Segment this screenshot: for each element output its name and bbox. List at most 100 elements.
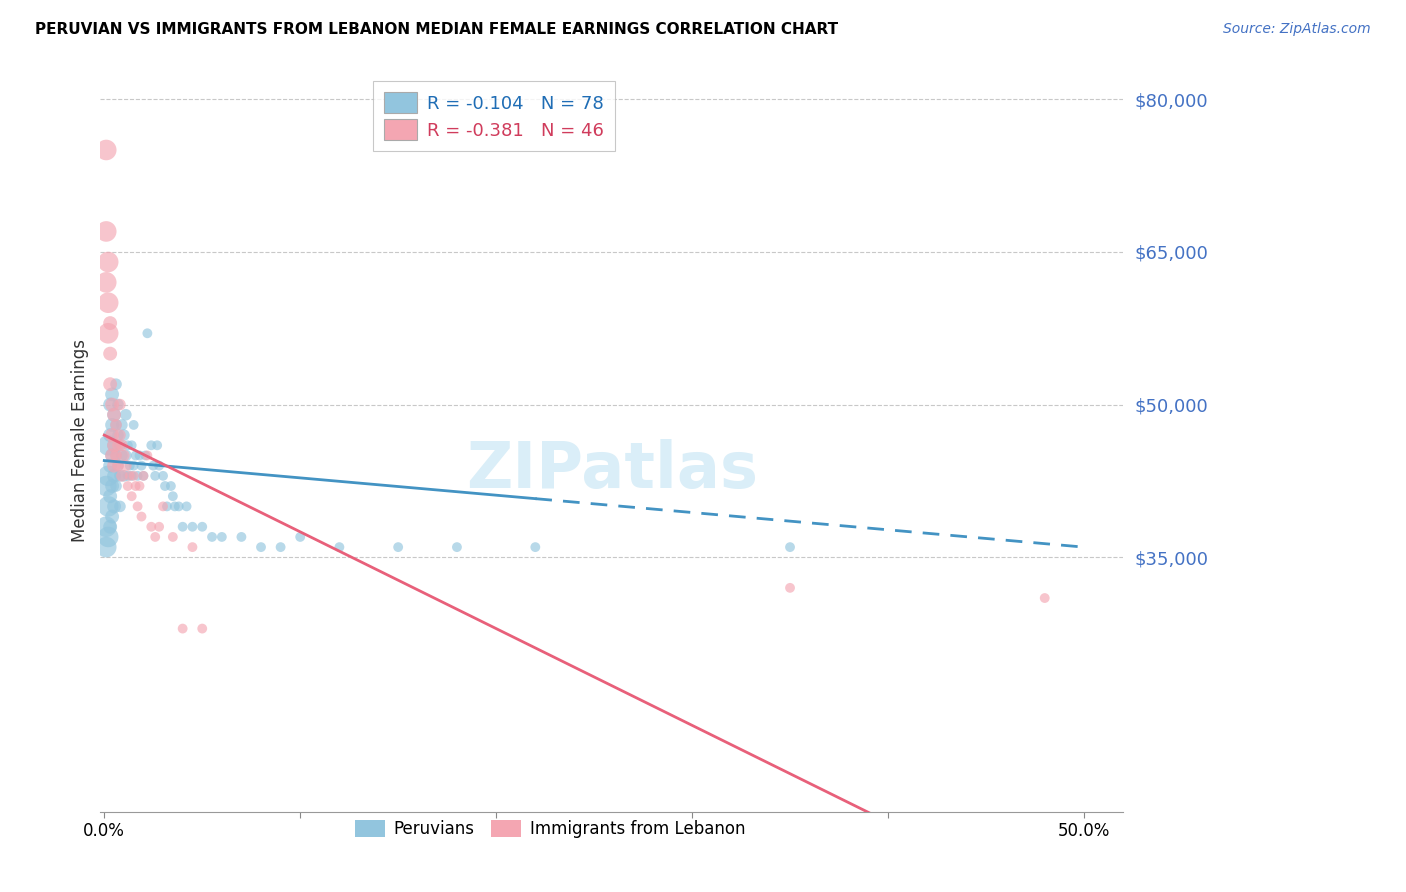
Point	[250, 540, 273, 554]
Point	[172, 520, 194, 534]
Point	[114, 449, 136, 463]
Point	[181, 520, 204, 534]
Point	[142, 458, 165, 473]
Point	[103, 408, 125, 422]
Point	[136, 326, 159, 341]
Point	[98, 316, 121, 330]
Point	[108, 398, 131, 412]
Point	[96, 276, 118, 290]
Point	[1033, 591, 1056, 605]
Point	[328, 540, 350, 554]
Legend: Peruvians, Immigrants from Lebanon: Peruvians, Immigrants from Lebanon	[349, 813, 752, 845]
Point	[105, 377, 128, 392]
Point	[107, 458, 129, 473]
Point	[172, 622, 194, 636]
Point	[114, 408, 136, 422]
Point	[231, 530, 253, 544]
Text: ZIPatlas: ZIPatlas	[465, 439, 758, 501]
Point	[97, 500, 120, 514]
Point	[156, 500, 179, 514]
Point	[107, 428, 129, 442]
Point	[148, 520, 170, 534]
Point	[105, 417, 128, 432]
Point	[160, 479, 183, 493]
Point	[128, 479, 150, 493]
Point	[779, 581, 801, 595]
Point	[121, 489, 143, 503]
Point	[121, 438, 143, 452]
Point	[127, 500, 149, 514]
Point	[162, 530, 184, 544]
Point	[131, 458, 153, 473]
Point	[101, 449, 124, 463]
Point	[191, 622, 214, 636]
Point	[779, 540, 801, 554]
Point	[124, 449, 146, 463]
Text: PERUVIAN VS IMMIGRANTS FROM LEBANON MEDIAN FEMALE EARNINGS CORRELATION CHART: PERUVIAN VS IMMIGRANTS FROM LEBANON MEDI…	[35, 22, 838, 37]
Point	[101, 428, 124, 442]
Point	[122, 458, 145, 473]
Point	[131, 509, 153, 524]
Point	[107, 398, 129, 412]
Point	[153, 479, 176, 493]
Point	[101, 417, 124, 432]
Point	[103, 500, 125, 514]
Point	[167, 500, 190, 514]
Point	[108, 500, 131, 514]
Point	[112, 468, 135, 483]
Point	[108, 428, 131, 442]
Point	[134, 449, 156, 463]
Point	[146, 438, 169, 452]
Point	[101, 387, 124, 401]
Point	[387, 540, 409, 554]
Point	[163, 500, 186, 514]
Point	[108, 438, 131, 452]
Point	[143, 468, 166, 483]
Point	[132, 468, 155, 483]
Point	[446, 540, 468, 554]
Point	[98, 458, 121, 473]
Point	[117, 479, 139, 493]
Point	[97, 468, 120, 483]
Point	[107, 458, 129, 473]
Point	[117, 468, 139, 483]
Point	[136, 449, 159, 463]
Point	[107, 438, 129, 452]
Point	[111, 449, 134, 463]
Point	[101, 398, 124, 412]
Point	[105, 417, 128, 432]
Point	[111, 468, 134, 483]
Point	[98, 398, 121, 412]
Point	[108, 468, 131, 483]
Point	[97, 255, 120, 269]
Point	[97, 438, 120, 452]
Point	[96, 540, 118, 554]
Point	[96, 224, 118, 238]
Point	[101, 479, 124, 493]
Point	[524, 540, 547, 554]
Point	[103, 458, 125, 473]
Point	[121, 468, 143, 483]
Point	[112, 428, 135, 442]
Point	[97, 326, 120, 341]
Point	[96, 143, 118, 157]
Point	[152, 468, 174, 483]
Point	[141, 520, 163, 534]
Y-axis label: Median Female Earnings: Median Female Earnings	[72, 339, 89, 541]
Point	[143, 530, 166, 544]
Point	[114, 458, 136, 473]
Point	[111, 438, 134, 452]
Point	[101, 449, 124, 463]
Point	[103, 438, 125, 452]
Point	[128, 449, 150, 463]
Point	[98, 489, 121, 503]
Point	[132, 468, 155, 483]
Point	[181, 540, 204, 554]
Point	[97, 530, 120, 544]
Point	[191, 520, 214, 534]
Point	[105, 449, 128, 463]
Point	[290, 530, 312, 544]
Point	[211, 530, 233, 544]
Point	[118, 458, 141, 473]
Point	[201, 530, 224, 544]
